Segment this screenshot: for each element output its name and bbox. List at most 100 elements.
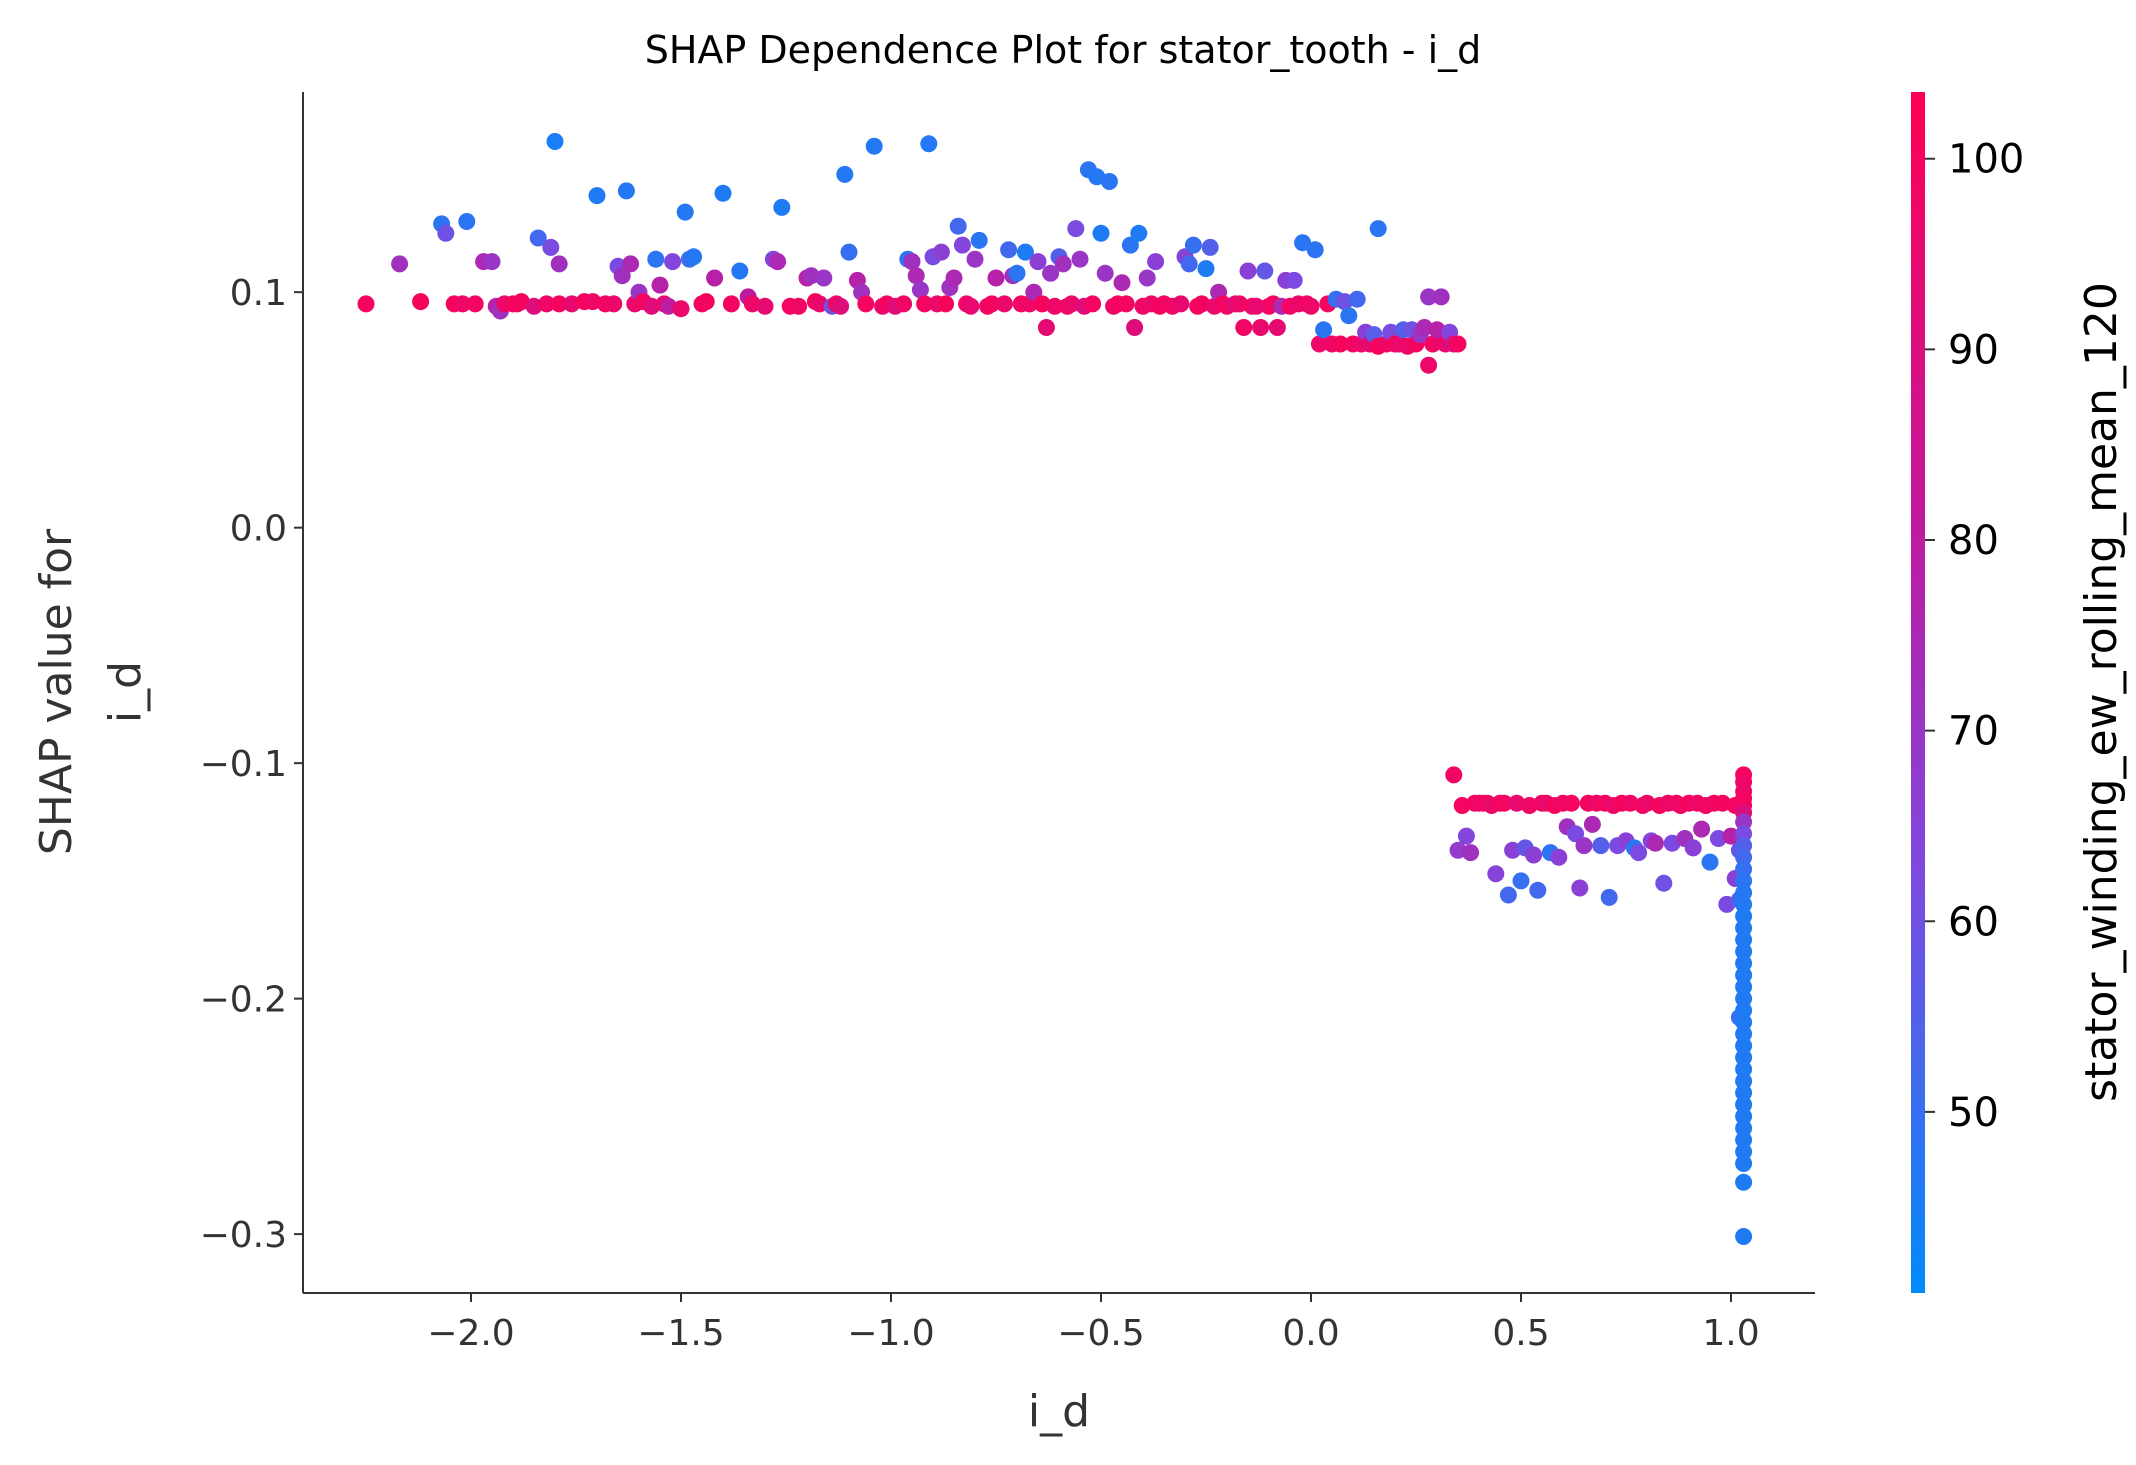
scatter-point [1084, 295, 1102, 313]
scatter-point [1193, 295, 1211, 313]
scatter-points [357, 133, 1753, 1245]
scatter-point [983, 295, 1001, 313]
scatter-point [802, 267, 820, 285]
scatter-point [1424, 335, 1442, 353]
x-tick-label: −1.0 [847, 1313, 934, 1354]
scatter-point [840, 243, 858, 261]
colorbar-tick-label: 70 [1948, 709, 1999, 755]
scatter-point [1428, 321, 1446, 339]
scatter-point [743, 295, 761, 313]
colorbar-tick-label: 80 [1948, 518, 1999, 564]
y-axis-label-line-1: SHAP value for [31, 528, 82, 855]
scatter-point [1130, 224, 1148, 242]
x-tick-label: −2.0 [427, 1313, 514, 1354]
scatter-point [1256, 262, 1274, 280]
scatter-point [1147, 253, 1165, 271]
scatter-point [1306, 241, 1324, 259]
scatter-point [1000, 241, 1018, 259]
scatter-point [1054, 255, 1072, 273]
scatter-point [1512, 872, 1530, 890]
scatter-point [550, 295, 568, 313]
scatter-point [1016, 243, 1034, 261]
scatter-point [542, 238, 560, 256]
scatter-point [1029, 253, 1047, 271]
scatter-point [1453, 797, 1471, 814]
scatter-point [1735, 813, 1753, 831]
scatter-point [1294, 234, 1312, 252]
colorbar-label: stator_winding_ew_rolling_mean_120 [2076, 282, 2127, 1102]
scatter-point [1735, 1037, 1753, 1055]
y-axis-label: SHAP value for i_d [31, 528, 151, 855]
scatter-point [1231, 295, 1249, 313]
scatter-point [1735, 966, 1753, 984]
scatter-point [1462, 844, 1480, 862]
scatter-point [1575, 837, 1593, 855]
scatter-point [857, 295, 875, 313]
scatter-point [966, 250, 984, 268]
scatter-point [1735, 1001, 1753, 1019]
chart-title: SHAP Dependence Plot for stator_tooth - … [645, 28, 1482, 72]
scatter-point [1735, 860, 1753, 878]
scatter-point [1735, 1107, 1753, 1125]
scatter-point [1684, 839, 1702, 857]
y-tick-label: −0.2 [200, 980, 287, 1021]
scatter-point [1638, 794, 1656, 812]
scatter-point [832, 297, 850, 315]
scatter-point [1268, 319, 1286, 336]
scatter-point [953, 236, 971, 254]
scatter-point [1567, 825, 1585, 843]
scatter-point [903, 253, 921, 271]
scatter-point [1063, 295, 1081, 313]
scatter-point [617, 182, 635, 200]
scatter-point [1735, 1228, 1753, 1245]
scatter-point [1432, 288, 1450, 306]
scatter-point [1420, 288, 1438, 306]
scatter-point [895, 295, 913, 313]
scatter-point [731, 262, 749, 280]
scatter-point [412, 293, 430, 311]
scatter-point [1735, 931, 1753, 949]
scatter-point [1420, 356, 1438, 374]
scatter-point [1735, 1049, 1753, 1066]
scatter-point [1092, 224, 1110, 242]
scatter-point [1336, 293, 1354, 311]
scatter-point [1315, 321, 1333, 339]
scatter-point [916, 295, 934, 313]
y-tick-label: 0.1 [230, 273, 287, 314]
scatter-point [1037, 319, 1055, 336]
scatter-point [697, 293, 715, 311]
scatter-point [1285, 271, 1303, 289]
scatter-point [613, 267, 631, 285]
scatter-point [911, 281, 929, 299]
scatter-point [949, 217, 967, 235]
scatter-point [1042, 264, 1060, 282]
scatter-point [546, 133, 564, 150]
scatter-point [1449, 841, 1467, 859]
y-axis-label-line-2: i_d [100, 661, 151, 723]
scatter-point [588, 187, 606, 205]
scatter-point [1550, 848, 1568, 866]
scatter-point [1239, 262, 1257, 280]
scatter-point [1709, 830, 1727, 847]
scatter-point [1621, 794, 1639, 812]
scatter-point [1735, 1131, 1753, 1149]
scatter-point [1735, 1096, 1753, 1114]
scatter-point [676, 203, 694, 221]
scatter-point [1331, 335, 1349, 353]
scatter-point [920, 135, 938, 153]
scatter-point [1735, 1060, 1753, 1078]
scatter-point [647, 250, 665, 268]
scatter-point [1735, 990, 1753, 1008]
scatter-point [1117, 295, 1135, 313]
scatter-point [1735, 1119, 1753, 1137]
scatter-point [1646, 834, 1664, 852]
scatter-point [1600, 888, 1618, 906]
x-tick-label: 1.0 [1702, 1313, 1759, 1354]
scatter-point [722, 295, 740, 313]
scatter-point [1180, 255, 1198, 273]
scatter-point [1201, 238, 1219, 256]
y-tick-label: −0.1 [200, 744, 287, 785]
scatter-point [1520, 797, 1538, 814]
scatter-point [1735, 943, 1753, 960]
